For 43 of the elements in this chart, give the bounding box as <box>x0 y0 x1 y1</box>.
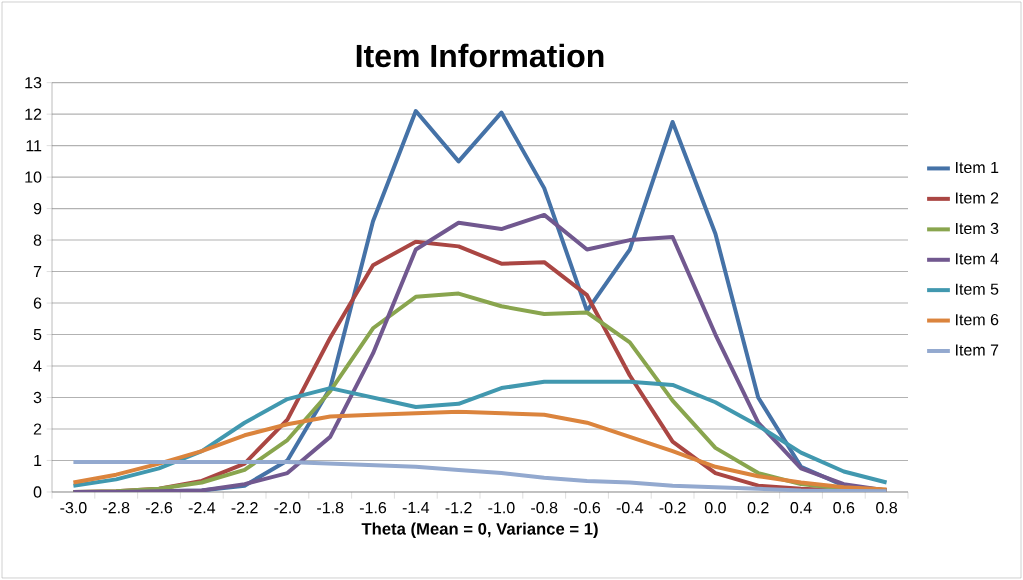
y-tick-label: 4 <box>33 360 42 372</box>
y-tick-label: 12 <box>25 108 42 120</box>
y-tick-label: 8 <box>33 234 42 246</box>
x-tick-label: -0.4 <box>616 502 644 514</box>
y-tick-label: 3 <box>33 391 42 404</box>
x-tick-label: -2.6 <box>145 502 173 514</box>
x-tick-label: -2.4 <box>188 502 216 514</box>
x-tick-label: 0.6 <box>833 502 855 514</box>
legend-label: Item 1 <box>956 161 999 174</box>
x-tick-label: -2.0 <box>274 502 301 514</box>
legend-label: Item 4 <box>956 253 999 265</box>
legend-label: Item 3 <box>956 222 999 235</box>
y-tick-label: 1 <box>34 455 42 466</box>
x-tick-label: -1.0 <box>488 502 515 514</box>
legend-label: Item 6 <box>956 313 999 326</box>
y-tick-label: 7 <box>33 266 42 278</box>
x-tick-label: 0.8 <box>876 502 898 514</box>
chart-title: Item Information <box>356 43 604 68</box>
x-tick-label: -0.2 <box>659 502 686 514</box>
y-tick-label: 2 <box>33 423 42 435</box>
y-tick-label: 5 <box>33 328 42 341</box>
x-tick-label: 0.2 <box>747 502 769 514</box>
legend-label: Item 7 <box>956 344 999 356</box>
x-axis-title: Theta (Mean = 0, Variance = 1) <box>361 522 598 539</box>
x-tick-label: -3.0 <box>60 502 87 514</box>
x-tick-label: -0.8 <box>531 502 558 514</box>
x-tick-label: -1.4 <box>402 502 430 514</box>
y-tick-label: 6 <box>33 297 42 309</box>
x-tick-label: 0.4 <box>790 502 812 514</box>
y-tick-label: 0 <box>33 486 42 498</box>
y-tick-label: 9 <box>33 202 42 215</box>
legend-label: Item 5 <box>956 283 999 295</box>
y-tick-label: 11 <box>26 140 42 152</box>
x-tick-label: -0.6 <box>573 502 601 514</box>
x-tick-label: -1.8 <box>317 502 344 514</box>
y-tick-label: 13 <box>25 77 42 89</box>
legend-label: Item 2 <box>956 192 999 204</box>
x-tick-label: -2.8 <box>103 502 130 514</box>
x-tick-label: -1.2 <box>445 502 472 514</box>
x-tick-label: -2.2 <box>231 502 258 514</box>
x-tick-label: 0.0 <box>704 502 726 514</box>
y-tick-label: 10 <box>25 171 42 183</box>
x-tick-label: -1.6 <box>359 502 387 514</box>
